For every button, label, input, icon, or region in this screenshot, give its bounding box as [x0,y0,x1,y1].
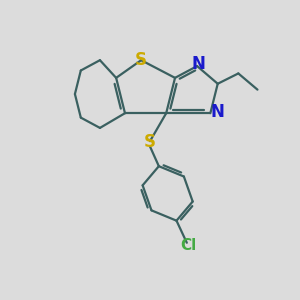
Text: N: N [211,103,225,121]
Text: S: S [135,51,147,69]
Text: Cl: Cl [180,238,196,253]
Text: S: S [143,133,155,151]
Text: N: N [191,55,205,73]
